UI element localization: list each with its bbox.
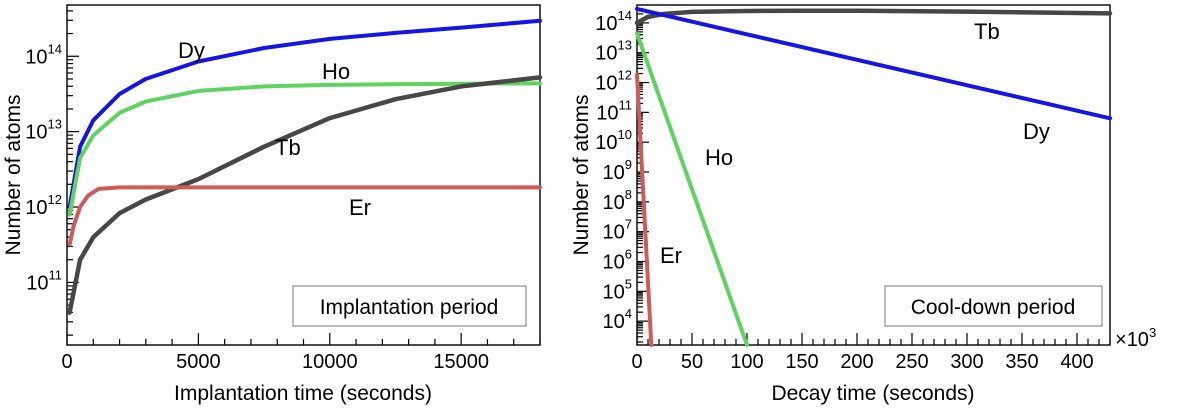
x-tick-label: 400 [1060,351,1093,373]
series-label-tb: Tb [974,19,1000,44]
y-tick-label: 1011 [596,97,632,124]
y-tick-label: 1014 [595,8,632,35]
x-tick-label: 200 [840,351,873,373]
y-tick-label: 108 [603,187,632,214]
x-tick-label: 300 [950,351,983,373]
x-tick-label: 250 [895,351,928,373]
period-label-box [884,285,1103,327]
period-label: Cool-down period [911,296,1076,319]
x-axis-title: Implantation time (seconds) [174,382,432,405]
series-label-ho: Ho [322,59,350,84]
series-line-dy [635,6,1112,121]
y-tick-label: 1012 [595,68,632,95]
y-axis-title: Number of atoms [2,94,25,255]
y-tick-label: 1010 [595,127,632,154]
series-line-er [67,185,542,247]
y-axis-title: Number of atoms [570,94,593,255]
y-tick-label: 1011 [26,267,62,294]
x-tick-label: 100 [730,351,763,373]
x-tick-label: 350 [1005,351,1038,373]
y-tick-label: 1013 [595,38,632,65]
y-tick-label: 104 [603,306,632,333]
series-label-ho: Ho [705,145,733,170]
series-label-dy: Dy [1023,119,1050,144]
x-tick-label: 0 [61,351,72,373]
y-tick-label: 107 [603,217,632,244]
period-label-box [292,285,527,327]
x-tick-label: 150 [785,351,818,373]
implantation-panel: 0 5000 10000 15000 1011 1012 1013 1014 Dy Ho Tb… [2,4,543,405]
series-label-dy: Dy [178,38,205,63]
x-tick-label: 0 [631,351,642,373]
series-line-ho [67,81,542,217]
series-label-er: Er [349,195,371,220]
series-line-tb [67,75,543,315]
series-label-er: Er [660,243,682,268]
x-tick-label: 15000 [433,351,489,373]
series-line-dy [67,18,542,209]
x-axis-title: Decay time (seconds) [771,382,974,405]
x-multiplier: ×103 [1115,325,1156,351]
series-line-er [635,72,654,347]
period-label: Implantation period [320,296,499,319]
y-tick-label: 105 [603,276,632,303]
series-line-tb [634,8,1113,26]
series-line-ho [635,31,749,347]
x-tick-label: 50 [681,351,703,373]
x-multiplier-base: 10 [1127,329,1149,351]
x-multiplier-sign: × [1115,329,1127,351]
y-tick-label: 1014 [25,41,62,68]
x-multiplier-exp: 3 [1149,325,1156,340]
y-tick-label: 106 [603,246,632,273]
x-tick-label: 10000 [302,351,358,373]
series-label-tb: Tb [275,135,301,160]
x-tick-label: 5000 [176,351,221,373]
y-tick-label: 109 [603,157,632,184]
y-tick-label: 1013 [25,117,62,144]
y-tick-label: 1012 [25,192,62,219]
